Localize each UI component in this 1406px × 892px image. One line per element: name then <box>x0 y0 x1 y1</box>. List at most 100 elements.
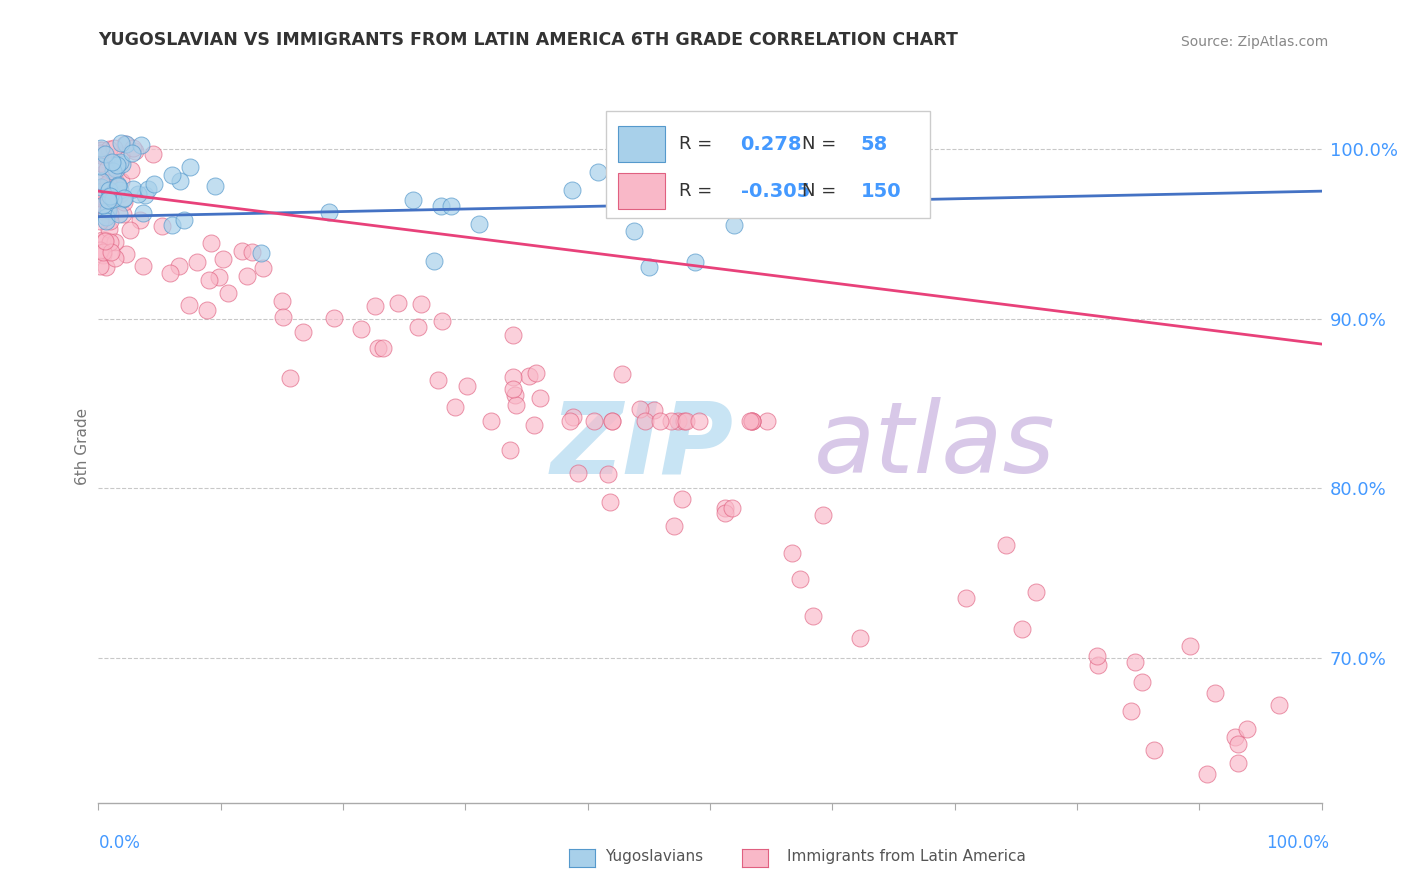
Point <box>105 162 128 177</box>
Point <box>468 217 491 231</box>
Point <box>96 206 118 220</box>
Point <box>208 269 231 284</box>
Point <box>740 413 762 427</box>
Point <box>91 149 114 163</box>
Point <box>96 161 118 176</box>
Point <box>107 178 129 192</box>
Point <box>101 155 124 169</box>
Point <box>124 144 146 158</box>
Point <box>173 213 195 227</box>
Text: atlas: atlas <box>814 398 1056 494</box>
Point <box>502 370 524 384</box>
Point <box>90 155 112 169</box>
Point <box>713 506 735 520</box>
Point <box>169 260 191 274</box>
Point <box>186 255 208 269</box>
Point <box>108 183 131 197</box>
Point <box>89 174 111 188</box>
Point <box>848 631 870 645</box>
Point <box>96 213 118 227</box>
Point <box>96 184 118 198</box>
Point <box>108 187 131 202</box>
Point <box>110 148 132 162</box>
Point <box>741 413 763 427</box>
Point <box>323 310 346 325</box>
Point <box>217 286 239 301</box>
Point <box>560 413 582 427</box>
Point <box>97 222 120 236</box>
Point <box>129 137 152 152</box>
Point <box>89 259 111 273</box>
Point <box>318 205 340 219</box>
Point <box>89 191 111 205</box>
Point <box>110 174 132 188</box>
Text: 100.0%: 100.0% <box>1265 834 1329 852</box>
Point <box>529 391 551 405</box>
Point <box>430 199 453 213</box>
Point <box>89 145 111 160</box>
Point <box>612 367 634 381</box>
Point <box>111 207 134 221</box>
Text: 58: 58 <box>860 135 887 153</box>
Point <box>127 186 149 201</box>
Point <box>1236 722 1258 736</box>
Point <box>671 491 693 506</box>
Point <box>402 194 425 208</box>
Point <box>212 252 235 266</box>
Point <box>97 197 120 211</box>
Point <box>517 368 540 383</box>
Point <box>104 252 127 266</box>
Point <box>1130 674 1153 689</box>
Point <box>91 233 114 247</box>
Point <box>90 141 112 155</box>
Point <box>456 379 478 393</box>
Point <box>101 188 124 202</box>
Point <box>111 192 134 206</box>
Point <box>955 591 977 606</box>
Point <box>252 261 274 276</box>
Point <box>1123 655 1146 669</box>
Point <box>1178 639 1201 653</box>
Text: 0.278: 0.278 <box>741 135 801 153</box>
Point <box>177 298 200 312</box>
Point <box>278 371 301 385</box>
Point <box>721 500 744 515</box>
Point <box>439 199 461 213</box>
Text: N =: N = <box>801 182 837 200</box>
Point <box>91 248 114 262</box>
Point <box>596 467 619 482</box>
Point <box>89 214 111 228</box>
Point <box>89 159 111 173</box>
Text: 150: 150 <box>860 182 901 201</box>
Point <box>271 310 294 324</box>
Point <box>134 188 156 202</box>
Point <box>995 538 1018 552</box>
Point <box>112 190 135 204</box>
Point <box>89 181 111 195</box>
Point <box>104 173 127 187</box>
Point <box>143 177 166 191</box>
Point <box>1119 704 1142 718</box>
Point <box>136 182 159 196</box>
Point <box>94 202 117 217</box>
Point <box>562 409 585 424</box>
Point <box>1087 658 1109 673</box>
Point <box>231 244 253 259</box>
Point <box>481 413 503 427</box>
Point <box>502 328 524 343</box>
Point <box>160 168 183 182</box>
Point <box>505 398 527 412</box>
Point <box>659 413 682 427</box>
Point <box>90 144 112 158</box>
Point <box>1195 767 1218 781</box>
Point <box>103 166 125 180</box>
Point <box>688 413 710 427</box>
Point <box>97 183 120 197</box>
Point <box>94 234 117 248</box>
FancyBboxPatch shape <box>606 111 931 218</box>
Point <box>111 157 134 171</box>
Text: R =: R = <box>679 136 713 153</box>
Point <box>505 388 527 402</box>
Point <box>364 299 387 313</box>
Point <box>98 142 121 156</box>
